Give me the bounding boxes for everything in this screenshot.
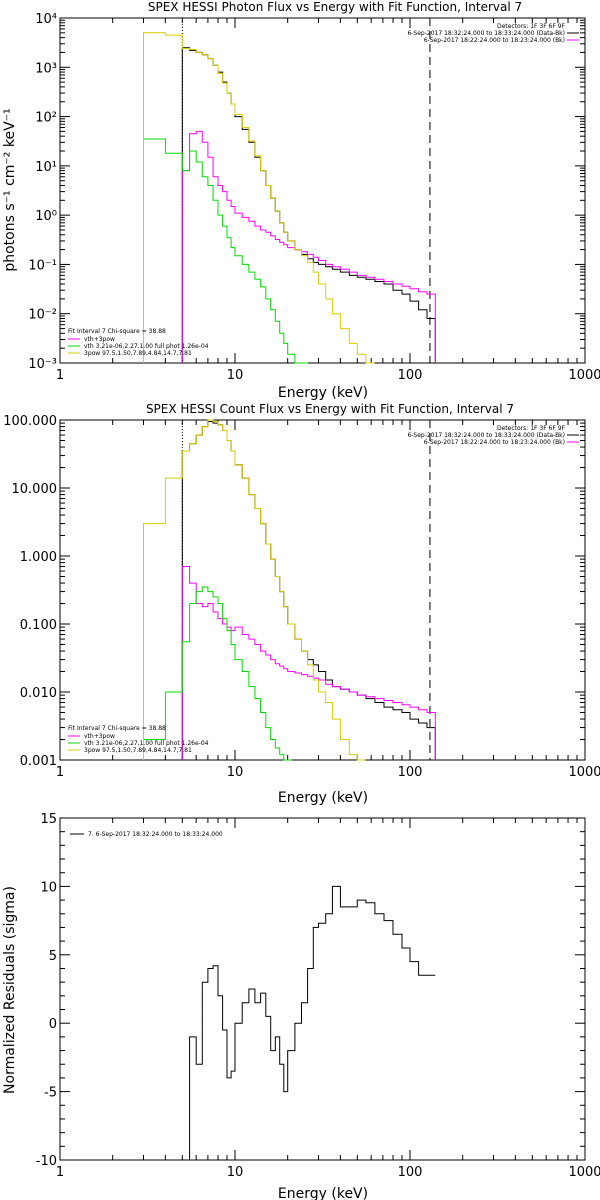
x-tick-label: 10	[227, 1165, 244, 1180]
legend-top-entry: 6-Sep-2017 18:32:24.000 to 18:33:24.000 …	[407, 432, 565, 439]
panel3-xlabel: Energy (keV)	[278, 1186, 368, 1200]
y-tick-label: 15	[40, 812, 57, 827]
y-tick-label: 10⁻²	[28, 308, 57, 323]
photon-flux-panel: SPEX HESSI Photon Flux vs Energy with Fi…	[2, 0, 600, 401]
series-line-1	[181, 130, 436, 363]
legend-entry: 7. 6-Sep-2017 18:32:24.000 to 18:33:24.0…	[88, 831, 223, 838]
legend-fit-title: Fit Interval 7 Chi-square = 38.88	[68, 725, 166, 732]
y-tick-label: 10³	[35, 61, 57, 76]
y-tick-label: 0.100	[20, 618, 57, 633]
x-tick-label: 1000	[568, 765, 600, 780]
y-tick-label: 0.001	[20, 754, 57, 769]
legend-fit-entry: vth+3pow	[84, 733, 115, 740]
x-tick-label: 10	[227, 765, 244, 780]
y-tick-label: 0.010	[20, 686, 57, 701]
series-line-3	[143, 419, 366, 761]
x-tick-label: 100	[398, 765, 423, 780]
y-tick-label: 10²	[35, 111, 57, 126]
y-tick-label: 10	[40, 880, 57, 895]
y-tick-label: 5	[49, 949, 57, 964]
panel1-content: 1 10 100 1000 10⁻³ 10⁻² 10⁻¹ 10⁰ 10¹ 10² 10³ 10⁴ Det…	[28, 12, 600, 383]
panel3-ylabel: Normalized Residuals (sigma)	[2, 886, 18, 1094]
series-line-2	[143, 138, 309, 364]
series-line-0	[181, 47, 436, 363]
panel1-frame	[59, 17, 586, 364]
x-tick-label: 1000	[568, 368, 600, 383]
panel2-title: SPEX HESSI Count Flux vs Energy with Fit…	[146, 402, 514, 416]
y-tick-label: 10.000	[12, 482, 58, 497]
panel2-content: 1 10 100 1000 0.001 0.010 0.100 1.000 10.000 100.…	[3, 414, 600, 780]
count-flux-panel: SPEX HESSI Count Flux vs Energy with Fit…	[3, 402, 600, 806]
panel1-title: SPEX HESSI Photon Flux vs Energy with Fi…	[148, 0, 522, 14]
x-tick-label: 1	[56, 368, 64, 383]
series-line-3	[143, 32, 375, 364]
x-tick-label: 100	[398, 1165, 423, 1180]
legend-fit-entry: vth 3.21e-06,2.27,1.00 full phot 1.26e-0…	[84, 343, 209, 350]
x-tick-label: 1	[56, 765, 64, 780]
legend-fit-entry: 3pow 97.5,1.50,7.89,4.84,14.7,7.81	[84, 350, 192, 357]
y-tick-label: 10⁻¹	[28, 258, 57, 273]
y-tick-label: 1.000	[20, 550, 57, 565]
panel1-xlabel: Energy (keV)	[278, 385, 368, 401]
y-tick-label: 10¹	[35, 160, 57, 175]
legend-fit-title: Fit Interval 7 Chi-square = 38.88	[68, 328, 166, 335]
legend-fit-entry: vth 3.21e-06,2.27,1.00 full phot 1.26e-0…	[84, 740, 209, 747]
panel2-xlabel: Energy (keV)	[278, 790, 368, 806]
x-tick-label: 1000	[568, 1165, 600, 1180]
panel2-frame	[59, 419, 586, 761]
legend-top-entry: 6-Sep-2017 18:22:24.000 to 18:23:24.000 …	[424, 37, 565, 44]
x-tick-label: 1	[56, 1165, 64, 1180]
series-line-0	[181, 421, 436, 760]
x-tick-label: 100	[398, 368, 423, 383]
legend-top-entry: Detectors: 1F 3F 6F 9F	[497, 425, 566, 432]
y-tick-label: 10⁰	[35, 209, 57, 224]
panel1-ylabel: photons s⁻¹ cm⁻² keV⁻¹	[2, 108, 18, 271]
y-tick-label: 100.000	[3, 414, 57, 429]
y-tick-label: -5	[44, 1086, 57, 1101]
legend-fit-entry: vth+3pow	[84, 336, 115, 343]
legend-top-entry: Detectors: 1F 3F 6F 9F	[497, 23, 566, 30]
y-tick-label: -10	[36, 1154, 57, 1169]
x-tick-label: 10	[227, 368, 244, 383]
series-line-1	[181, 566, 436, 760]
series-line-0	[182, 885, 436, 1161]
series-line-2	[143, 586, 292, 761]
legend-top-entry: 6-Sep-2017 18:22:24.000 to 18:23:24.000 …	[424, 439, 565, 446]
y-tick-label: 0	[49, 1017, 57, 1032]
panel3-content: 1 10 100 1000 -10 -5 0 5 10 15 7. 6-Sep-2017 18:32…	[36, 812, 600, 1180]
legend-top-entry: 6-Sep-2017 18:32:24.000 to 18:33:24.000 …	[407, 30, 565, 37]
y-tick-label: 10⁴	[35, 12, 57, 27]
legend-fit-entry: 3pow 97.5,1.50,7.89,4.84,14.7,7.81	[84, 747, 192, 754]
residuals-panel: 1 10 100 1000 -10 -5 0 5 10 15 7. 6-Sep-2017 18:32…	[2, 812, 600, 1200]
panel3-frame	[59, 817, 586, 1161]
y-tick-label: 10⁻³	[28, 357, 57, 372]
